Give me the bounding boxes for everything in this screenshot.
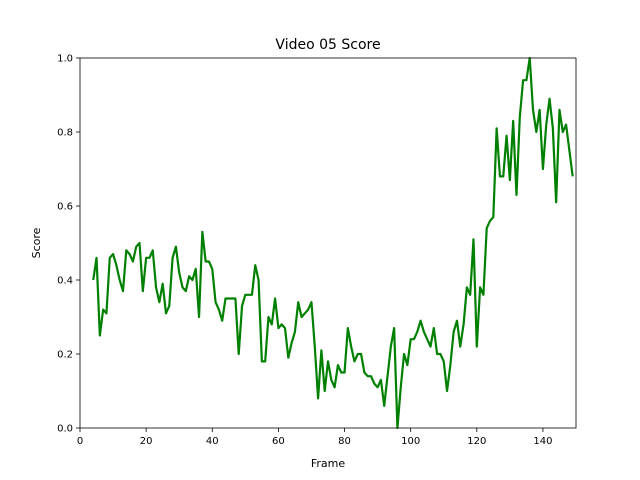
y-tick-label: 1.0 xyxy=(57,54,73,65)
x-tick-label: 140 xyxy=(533,436,552,447)
x-axis-ticks: 0 20 40 60 80 100 120 140 xyxy=(77,428,552,447)
plot-frame xyxy=(79,57,577,429)
y-tick-label: 0.4 xyxy=(57,276,73,287)
x-tick-label: 20 xyxy=(140,436,153,447)
series-line-0 xyxy=(92,56,574,430)
x-tick-label: 100 xyxy=(401,436,420,447)
chart-title: Video 05 Score xyxy=(275,37,380,53)
y-axis-ticks: 0.0 0.2 0.4 0.6 0.8 1.0 xyxy=(57,54,80,435)
y-axis-label: Score xyxy=(30,227,43,258)
y-tick-label: 0.2 xyxy=(57,350,73,361)
y-tick-label: 0.8 xyxy=(57,128,73,139)
x-tick-label: 80 xyxy=(338,436,351,447)
x-tick-label: 120 xyxy=(467,436,486,447)
x-tick-label: 0 xyxy=(77,436,83,447)
x-axis-label: Frame xyxy=(311,457,346,470)
x-tick-label: 60 xyxy=(272,436,285,447)
x-tick-label: 40 xyxy=(206,436,219,447)
y-tick-label: 0.0 xyxy=(57,424,73,435)
y-tick-label: 0.6 xyxy=(57,202,73,213)
series-layer xyxy=(92,56,574,430)
